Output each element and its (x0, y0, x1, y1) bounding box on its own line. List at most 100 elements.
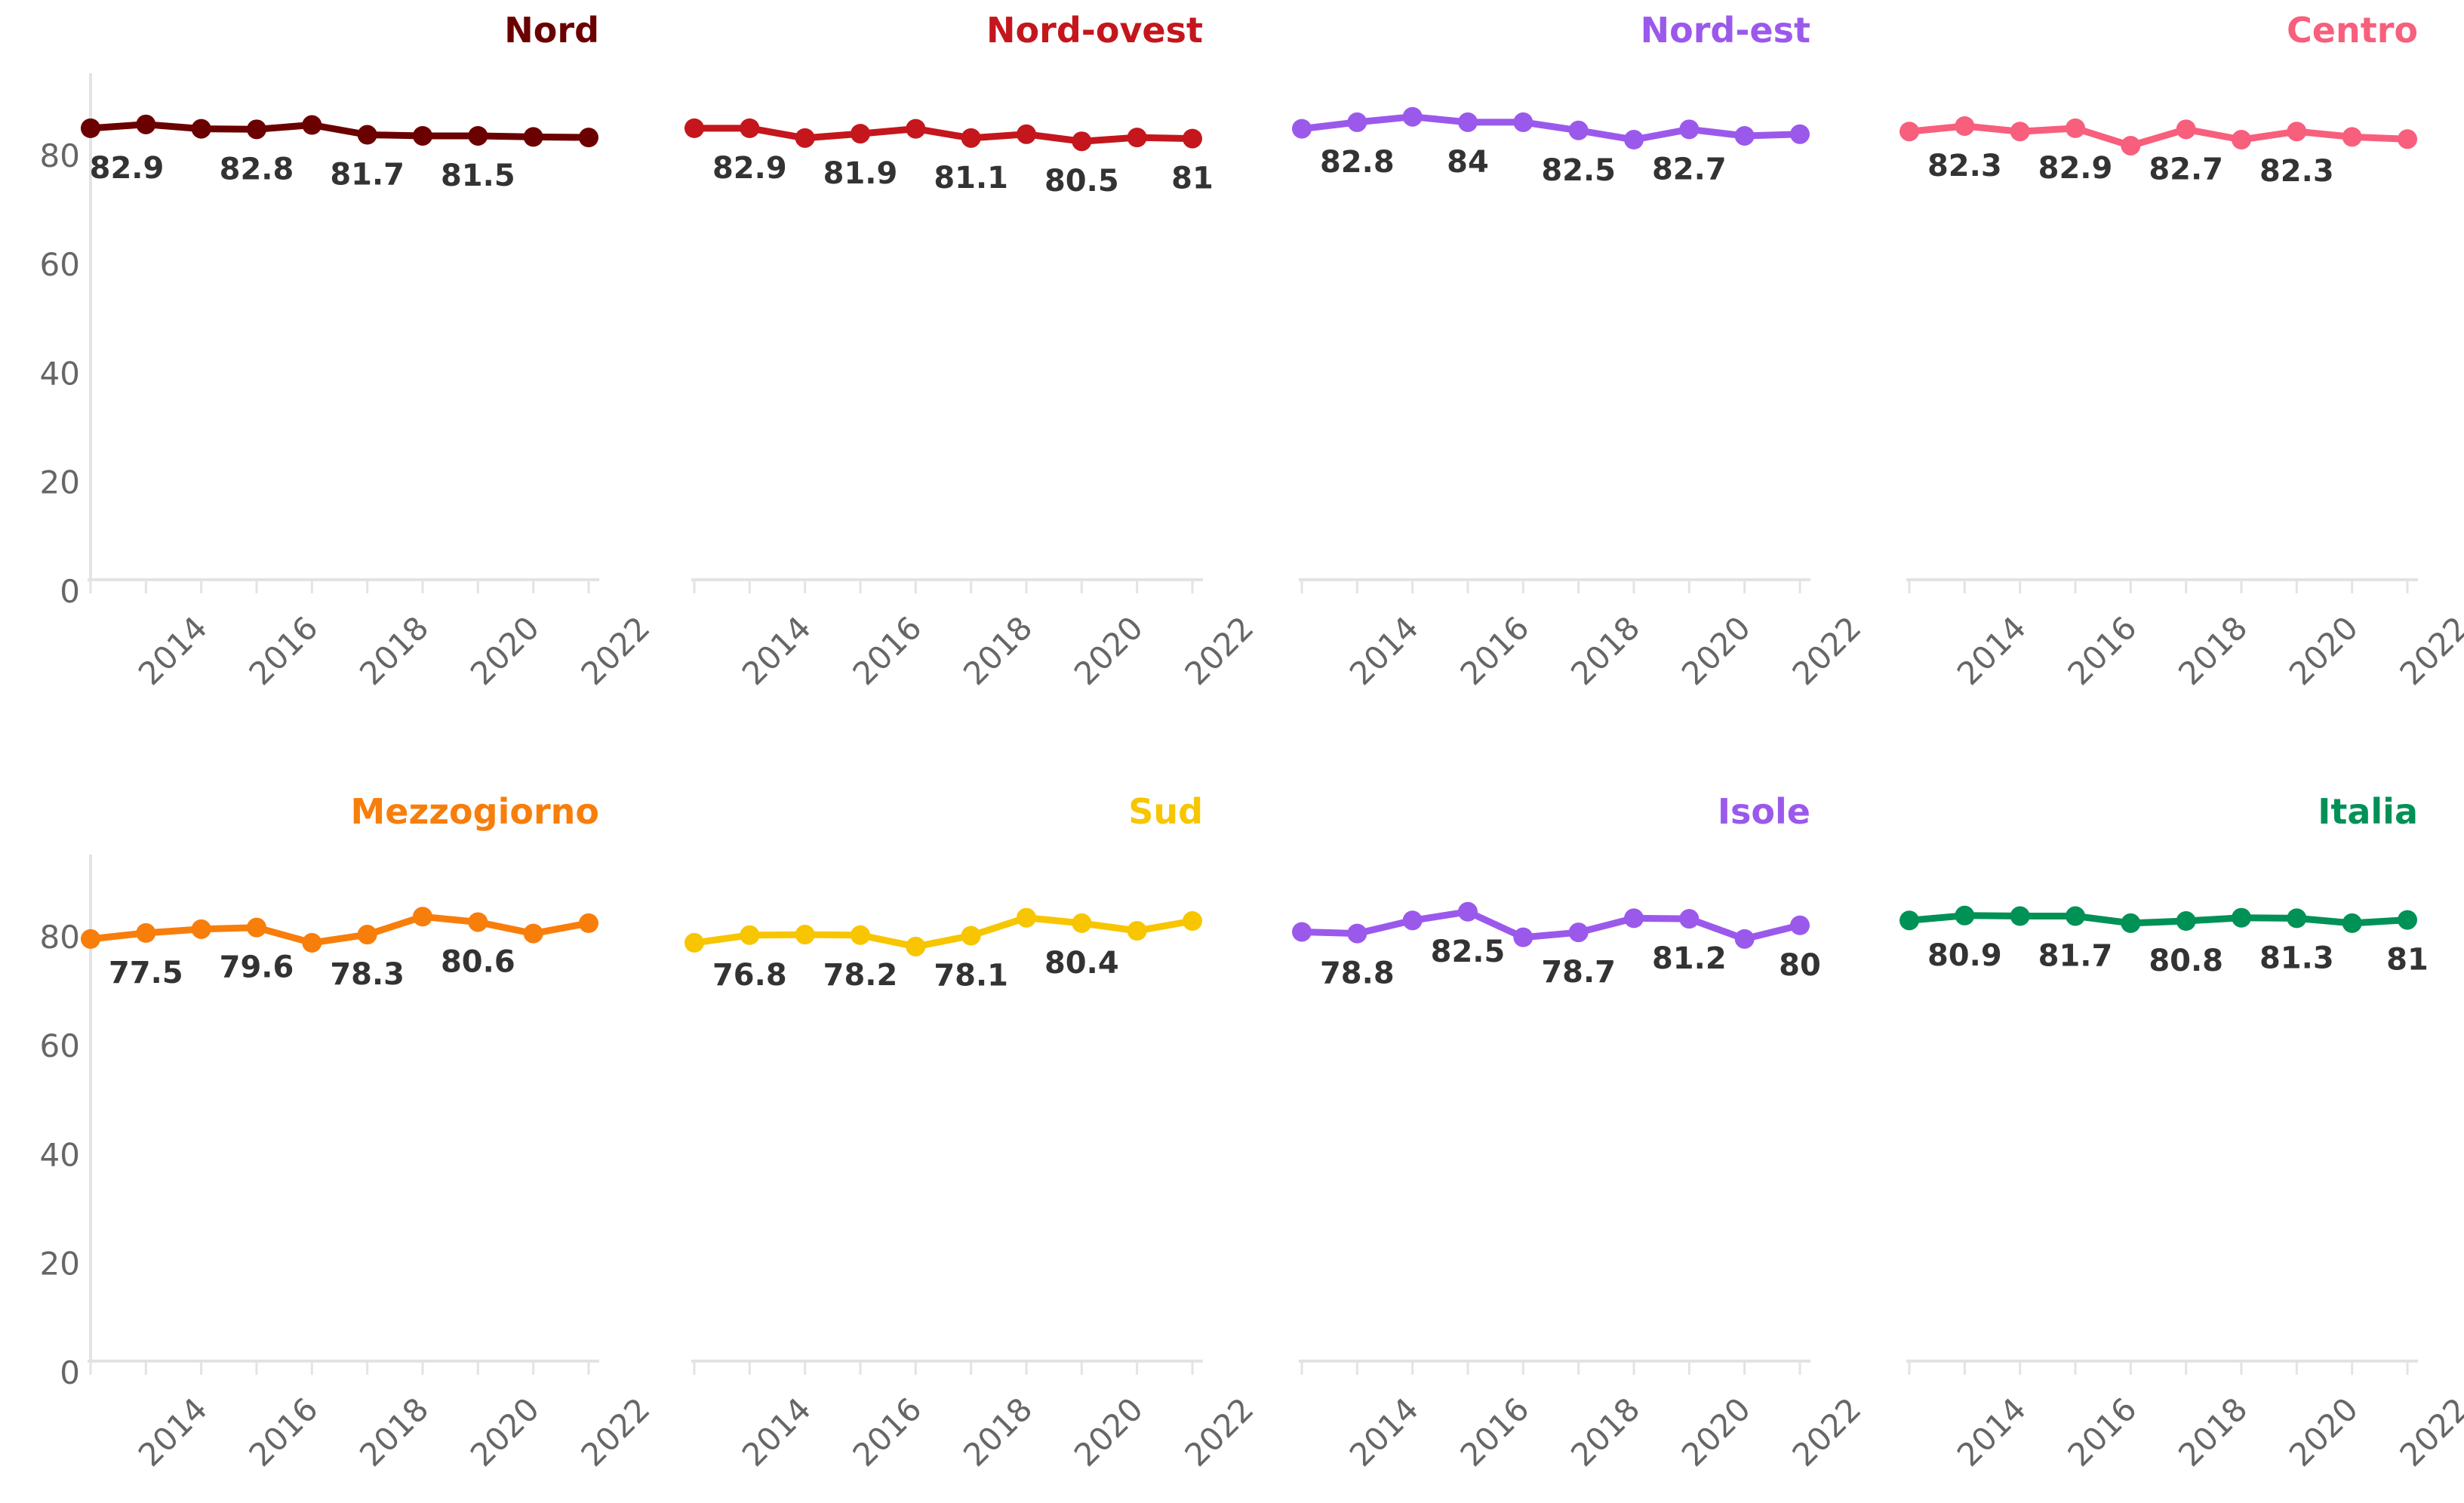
data-point (247, 917, 266, 938)
panel-title: Centro (2287, 10, 2418, 51)
x-tick-label: 2016 (241, 609, 325, 692)
data-point (357, 125, 377, 145)
series-line (1298, 908, 1804, 943)
data-point (906, 936, 926, 956)
data-point (2398, 129, 2417, 149)
data-point (684, 932, 704, 953)
data-point (247, 119, 266, 140)
data-point (2342, 127, 2362, 147)
data-point (468, 125, 488, 146)
data-point (2342, 913, 2362, 933)
data-label: 81.9 (823, 156, 898, 191)
data-point (302, 115, 322, 135)
y-tick-label: 80 (40, 919, 80, 956)
x-tick-label: 2020 (1675, 1391, 1758, 1474)
data-point (684, 118, 704, 138)
x-tick-label: 2022 (1785, 1391, 1868, 1474)
data-point (1734, 929, 1755, 949)
data-point (851, 124, 870, 144)
data-label: 82.9 (2038, 151, 2113, 186)
data-label: 81.3 (2259, 941, 2334, 975)
panel-title: Mezzogiorno (351, 791, 599, 832)
data-label: 80.4 (1044, 946, 1119, 981)
data-point (1955, 115, 1975, 136)
data-point (413, 907, 432, 927)
data-point (302, 932, 322, 953)
data-point (2232, 130, 2251, 150)
x-tick-label: 2016 (241, 1391, 325, 1474)
data-point (191, 919, 211, 939)
series-line (87, 913, 592, 947)
x-tick-label: 2014 (735, 609, 818, 692)
data-label: 82.8 (1320, 145, 1395, 180)
data-point (579, 128, 598, 148)
data-point (2121, 913, 2141, 933)
data-point (2287, 908, 2307, 929)
data-label: 82.3 (2259, 154, 2334, 189)
x-tick-label: 2018 (1564, 609, 1647, 692)
data-point (523, 923, 543, 944)
panel-title: Isole (1718, 791, 1810, 832)
x-tick-label: 2020 (2282, 1391, 2365, 1474)
x-tick-label: 2020 (463, 1391, 546, 1474)
data-point (2287, 122, 2307, 142)
data-label: 80.8 (2149, 944, 2223, 978)
x-tick-label: 2014 (131, 1391, 214, 1474)
data-point (1568, 922, 1589, 943)
data-point (795, 128, 815, 148)
data-point (136, 922, 156, 943)
x-tick-label: 2022 (1177, 609, 1260, 692)
data-point (81, 118, 100, 138)
data-label: 78.2 (823, 958, 898, 993)
data-point (906, 119, 926, 139)
data-point (468, 912, 488, 932)
data-point (2121, 135, 2141, 156)
series-line (691, 125, 1196, 145)
data-point (1900, 910, 1919, 931)
data-label: 82.3 (1927, 149, 2002, 183)
series-line (1906, 912, 2411, 927)
data-point (1347, 923, 1367, 944)
x-tick-label: 2022 (1177, 1391, 1260, 1474)
data-point (2232, 907, 2251, 928)
y-tick-label: 60 (40, 1027, 80, 1064)
data-point (1017, 907, 1036, 928)
data-label: 79.6 (220, 950, 294, 985)
x-tick-label: 2016 (845, 609, 928, 692)
data-point (1790, 124, 1810, 144)
y-tick-label: 0 (60, 573, 80, 610)
series-line (1298, 113, 1804, 143)
x-tick-label: 2016 (1453, 609, 1536, 692)
data-point (1072, 913, 1092, 933)
data-point (1183, 128, 1202, 149)
panel-isole: 2014 2016 2018 2020 2022 Isole 78.8 82.5 78.7 81.… (1292, 791, 1869, 1474)
x-tick-label: 2020 (1067, 609, 1150, 692)
x-tick-label: 2020 (1675, 609, 1758, 692)
series-line (691, 914, 1196, 950)
x-tick-label: 2018 (956, 609, 1039, 692)
data-label: 78.1 (934, 959, 1008, 993)
data-point (2066, 118, 2085, 138)
data-point (1458, 901, 1478, 922)
x-tick-label: 2020 (463, 609, 546, 692)
series-line (1906, 122, 2411, 149)
panel-sud: 2014 2016 2018 2020 2022 Sud 76.8 78.2 78.1 80.4 (684, 791, 1261, 1474)
data-point (851, 925, 870, 945)
x-tick-label: 2016 (845, 1391, 928, 1474)
data-label: 76.8 (712, 958, 787, 993)
data-label: 81.2 (1652, 941, 1727, 976)
x-tick-label: 2018 (956, 1391, 1039, 1474)
x-tick-label: 2020 (1067, 1391, 1150, 1474)
panel-nord-ovest: 2014 2016 2018 2020 2022 Nord-ovest 82.9 81.9 81… (684, 10, 1261, 692)
data-label: 80 (1779, 948, 1821, 983)
x-tick-label: 2014 (735, 1391, 818, 1474)
data-point (1955, 905, 1975, 926)
data-label: 82.9 (90, 151, 165, 186)
data-point (740, 925, 760, 945)
data-label: 82.7 (1652, 152, 1727, 186)
data-point (2176, 119, 2196, 140)
data-point (1127, 128, 1147, 148)
data-point (1790, 915, 1810, 935)
data-point (1183, 911, 1202, 932)
